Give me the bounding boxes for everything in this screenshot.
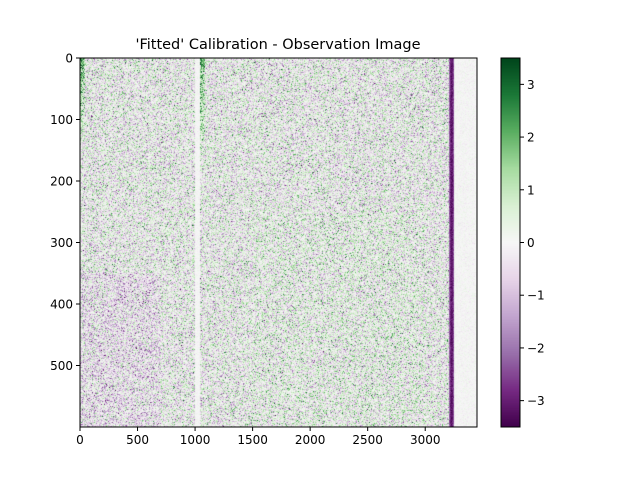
colorbar: 3 2 1 0 −1 −2 −3 <box>500 57 545 428</box>
y-tick-label: 500 <box>50 359 73 373</box>
x-tick-label: 1500 <box>237 433 268 447</box>
y-tick-label: 400 <box>50 298 73 312</box>
x-axis-ticks: 0 500 1000 1500 2000 2500 3000 <box>76 427 440 447</box>
y-axis-ticks: 0 100 200 300 400 500 <box>50 52 80 373</box>
colorbar-tick-label: −3 <box>527 394 545 408</box>
heatmap-image <box>80 58 477 427</box>
colorbar-tick-label: 1 <box>527 183 535 197</box>
colorbar-tick-label: 3 <box>527 78 535 92</box>
colorbar-gradient <box>501 58 520 427</box>
y-tick-label: 0 <box>65 52 73 66</box>
x-tick-label: 1000 <box>180 433 211 447</box>
x-tick-label: 500 <box>126 433 149 447</box>
heatmap-plot <box>79 57 478 428</box>
x-tick-label: 2000 <box>295 433 326 447</box>
x-tick-label: 0 <box>76 433 84 447</box>
colorbar-tick-label: 0 <box>527 236 535 250</box>
colorbar-ticks: 3 2 1 0 −1 −2 −3 <box>520 78 545 408</box>
y-tick-label: 100 <box>50 113 73 127</box>
y-tick-label: 200 <box>50 175 73 189</box>
x-tick-label: 3000 <box>410 433 441 447</box>
colorbar-tick-label: 2 <box>527 131 535 145</box>
colorbar-tick-label: −2 <box>527 341 545 355</box>
x-tick-label: 2500 <box>352 433 383 447</box>
colorbar-tick-label: −1 <box>527 289 545 303</box>
y-tick-label: 300 <box>50 236 73 250</box>
chart-title: 'Fitted' Calibration - Observation Image <box>135 37 420 53</box>
